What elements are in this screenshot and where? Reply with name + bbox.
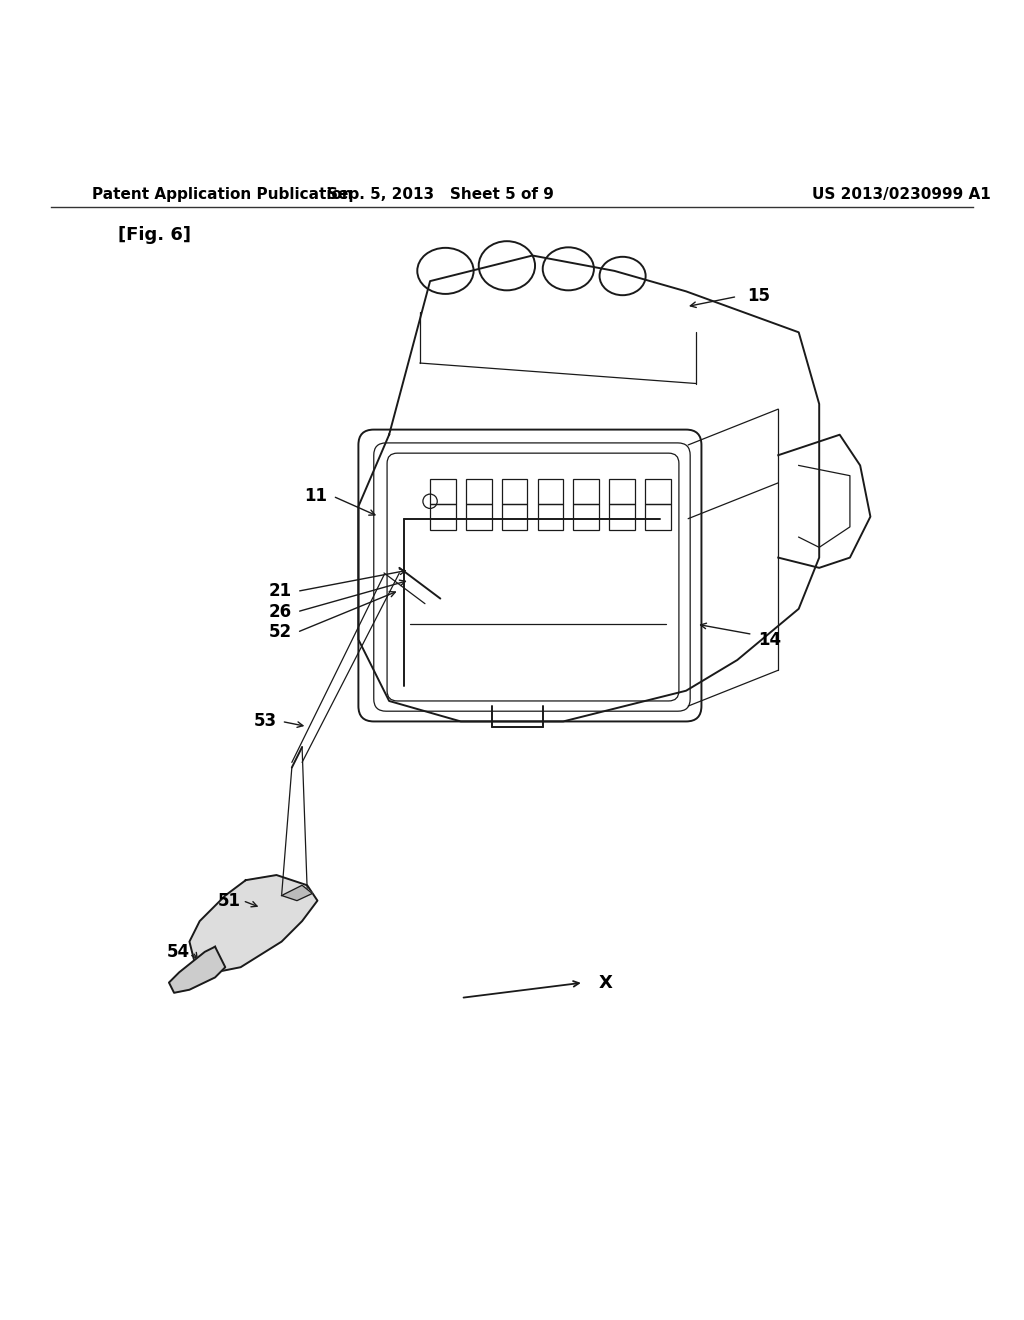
Polygon shape (169, 946, 225, 993)
Polygon shape (189, 875, 317, 973)
Bar (430, 504, 456, 529)
Bar (430, 479, 456, 504)
Text: [Fig. 6]: [Fig. 6] (118, 226, 190, 244)
Bar (538, 504, 563, 529)
Text: Patent Application Publication: Patent Application Publication (92, 186, 353, 202)
Text: 51: 51 (218, 891, 241, 909)
Bar (609, 479, 635, 504)
Text: 26: 26 (268, 603, 292, 620)
Text: X: X (599, 974, 613, 991)
Bar (502, 479, 527, 504)
Text: 52: 52 (268, 623, 292, 642)
Text: 53: 53 (253, 713, 276, 730)
Text: 54: 54 (166, 942, 189, 961)
Text: 21: 21 (268, 582, 292, 601)
Bar (502, 504, 527, 529)
Text: US 2013/0230999 A1: US 2013/0230999 A1 (812, 186, 990, 202)
Text: 11: 11 (305, 487, 328, 506)
Text: 15: 15 (748, 288, 770, 305)
Bar (573, 504, 599, 529)
Bar (538, 479, 563, 504)
Text: Sep. 5, 2013   Sheet 5 of 9: Sep. 5, 2013 Sheet 5 of 9 (327, 186, 554, 202)
Bar (573, 479, 599, 504)
Bar (609, 504, 635, 529)
Text: 14: 14 (758, 631, 781, 648)
Polygon shape (282, 886, 312, 900)
Bar (466, 479, 492, 504)
Bar (466, 504, 492, 529)
Bar (645, 479, 671, 504)
Bar (645, 504, 671, 529)
